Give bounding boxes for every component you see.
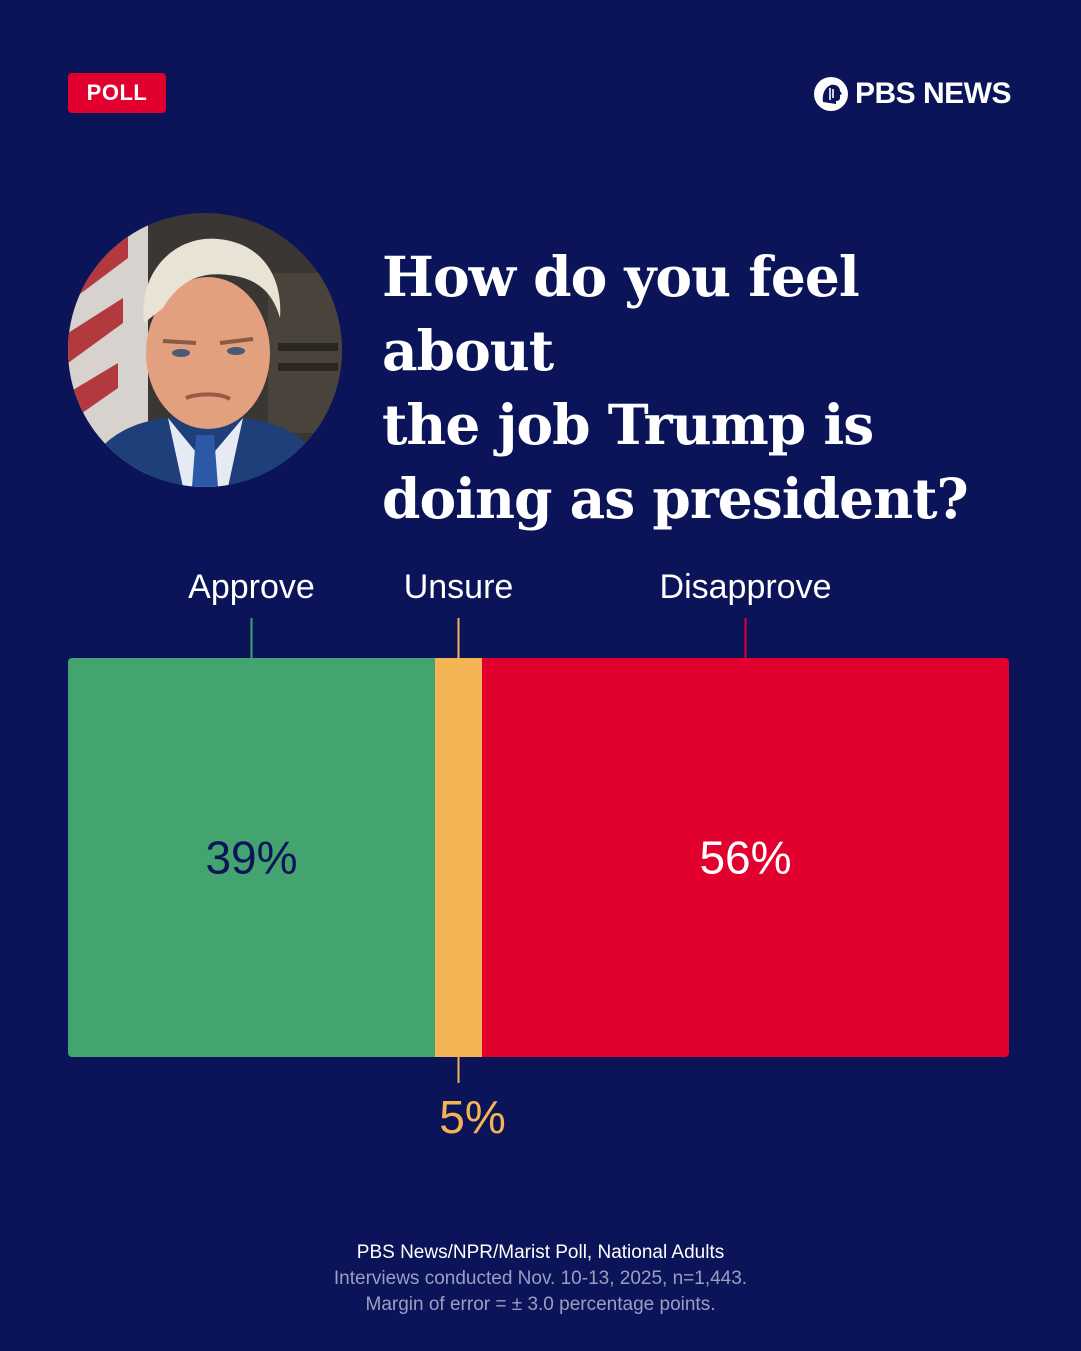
bar-segment-unsure xyxy=(434,658,483,1057)
category-label-unsure: Unsure xyxy=(404,568,514,606)
question-line: the job Trump is xyxy=(382,392,874,457)
question-line: How do you feel about xyxy=(382,244,860,383)
question-line: doing as president? xyxy=(382,466,969,531)
margin-of-error-line: Margin of error = ± 3.0 percentage point… xyxy=(365,1294,716,1315)
category-label-disapprove: Disapprove xyxy=(660,568,832,606)
poll-question: How do you feel about the job Trump is d… xyxy=(382,240,1042,536)
methodology-line: Interviews conducted Nov. 10-13, 2025, n… xyxy=(333,1268,748,1289)
value-label-unsure: 5% xyxy=(439,1091,505,1143)
value-label-approve: 39% xyxy=(205,832,297,884)
source-line: PBS News/NPR/Marist Poll, National Adult… xyxy=(356,1242,725,1263)
bar-segment-approve xyxy=(68,658,435,1057)
poll-badge: POLL xyxy=(68,73,166,113)
pbs-head-logo-icon xyxy=(813,77,848,111)
value-label-disapprove: 56% xyxy=(699,832,791,884)
brand-logo: PBS NEWS xyxy=(813,74,1012,114)
source-note: PBS News/NPR/Marist Poll, National Adult… xyxy=(0,1240,1081,1318)
category-label-approve: Approve xyxy=(188,568,315,606)
bar-segment-disapprove xyxy=(482,658,1009,1057)
brand-name: PBS NEWS xyxy=(854,77,1012,110)
